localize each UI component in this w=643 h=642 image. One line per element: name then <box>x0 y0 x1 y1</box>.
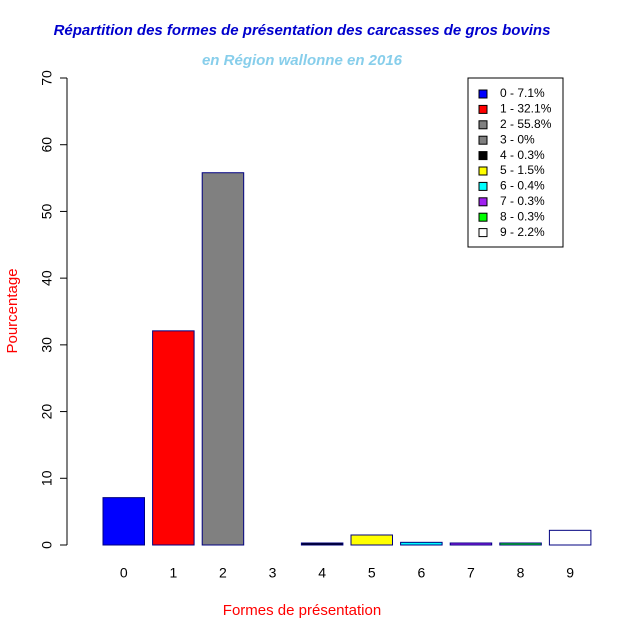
legend-label: 3 - 0% <box>500 132 535 146</box>
legend-label: 5 - 1.5% <box>500 163 545 177</box>
y-tick-label: 60 <box>39 137 55 153</box>
x-tick-label: 9 <box>566 565 574 581</box>
y-tick-label: 20 <box>39 404 55 420</box>
legend-swatch <box>478 151 488 161</box>
x-tick-label: 6 <box>417 565 425 581</box>
legend-label: 7 - 0.3% <box>500 194 545 208</box>
y-tick-label: 70 <box>39 70 55 86</box>
y-tick-label: 50 <box>39 203 55 219</box>
x-tick-label: 0 <box>120 565 128 581</box>
legend-swatch <box>478 120 488 130</box>
bar <box>300 542 344 546</box>
bar <box>152 330 195 546</box>
x-tick-label: 2 <box>219 565 227 581</box>
bar <box>400 541 443 546</box>
legend-label: 6 - 0.4% <box>500 179 545 193</box>
legend-label: 9 - 2.2% <box>500 225 545 239</box>
x-tick-label: 1 <box>169 565 177 581</box>
bar <box>201 172 245 546</box>
chart-title: Répartition des formes de présentation d… <box>54 22 551 39</box>
bar <box>548 529 592 546</box>
legend-swatch <box>478 212 488 222</box>
legend-swatch <box>478 166 488 176</box>
bar <box>102 497 145 546</box>
legend-swatch <box>478 197 488 207</box>
y-tick-label: 30 <box>39 337 55 353</box>
chart-subtitle: en Région wallonne en 2016 <box>202 52 403 69</box>
y-tick-label: 10 <box>39 470 55 486</box>
x-tick-label: 8 <box>517 565 525 581</box>
x-axis-label: Formes de présentation <box>223 602 381 619</box>
y-axis-label: Pourcentage <box>4 268 21 353</box>
x-tick-label: 5 <box>368 565 376 581</box>
legend-label: 8 - 0.3% <box>500 209 545 223</box>
legend-swatch <box>478 135 488 145</box>
bar <box>350 534 393 546</box>
x-tick-label: 4 <box>318 565 326 581</box>
bar <box>499 542 542 546</box>
legend-swatch <box>478 104 488 114</box>
y-tick-label: 40 <box>39 270 55 286</box>
x-tick-label: 3 <box>269 565 277 581</box>
legend-label: 0 - 7.1% <box>500 86 545 100</box>
legend-label: 4 - 0.3% <box>500 148 545 162</box>
y-tick-label: 0 <box>39 541 55 549</box>
legend-label: 1 - 32.1% <box>500 102 552 116</box>
bar <box>449 542 493 546</box>
legend-swatch <box>478 89 488 99</box>
legend-swatch <box>478 181 488 191</box>
x-tick-label: 7 <box>467 565 475 581</box>
legend-swatch <box>478 228 488 238</box>
legend-label: 2 - 55.8% <box>500 117 552 131</box>
